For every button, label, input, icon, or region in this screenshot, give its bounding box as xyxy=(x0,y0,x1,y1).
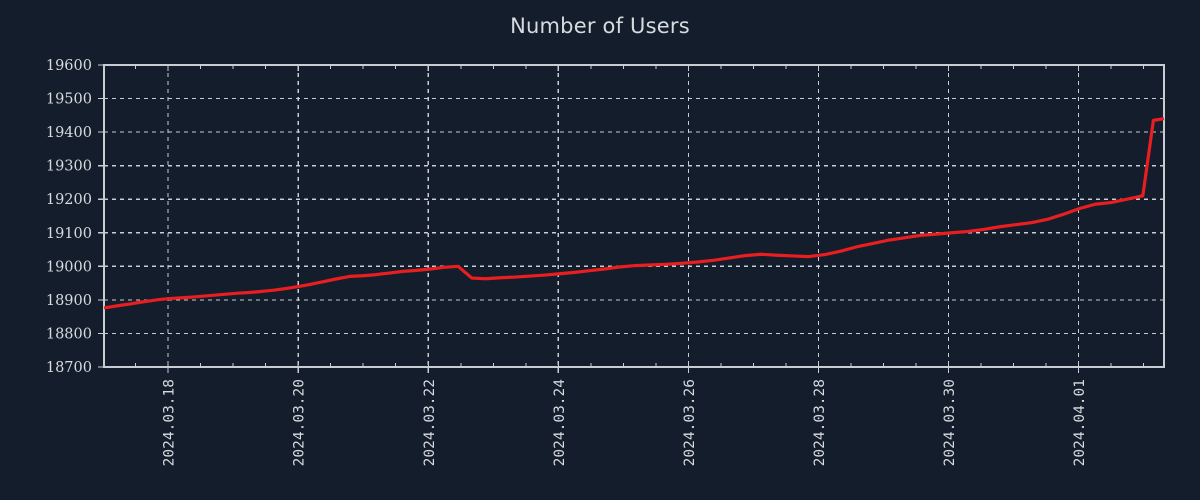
x-tick-label: 2024.03.28 xyxy=(812,379,828,466)
chart-title: Number of Users xyxy=(510,14,690,38)
x-tick-label: 2024.03.24 xyxy=(552,379,568,467)
x-tick-label: 2024.03.26 xyxy=(682,379,698,466)
y-tick-label: 19400 xyxy=(46,125,92,141)
x-tick-label: 2024.04.01 xyxy=(1072,379,1088,466)
y-axis-tick-labels: 19600 19500 19400 19300 19200 19100 19000 18900… xyxy=(46,58,92,376)
y-tick-label: 18700 xyxy=(46,360,92,376)
y-tick-label: 19600 xyxy=(46,58,92,74)
y-tick-label: 18800 xyxy=(46,326,92,342)
y-tick-label: 19100 xyxy=(46,226,92,242)
grid-layer xyxy=(98,64,1164,373)
x-tick-label: 2024.03.18 xyxy=(162,379,178,466)
data-series-layer xyxy=(103,117,1165,310)
y-tick-label: 18900 xyxy=(46,293,92,309)
x-tick-label: 2024.03.30 xyxy=(942,379,958,466)
x-axis-tick-labels: 2024.03.18 2024.03.20 2024.03.22 2024.03.24… xyxy=(162,379,1088,467)
y-tick-label: 19300 xyxy=(46,159,92,175)
y-tick-label: 19200 xyxy=(46,192,92,208)
x-tick-label: 2024.03.20 xyxy=(292,379,308,466)
y-tick-label: 19000 xyxy=(46,259,92,275)
plot-frame xyxy=(103,64,1165,368)
axis-frame xyxy=(103,64,1165,368)
y-tick-label: 19500 xyxy=(46,92,92,108)
data-line-number-of-users xyxy=(103,117,1165,310)
x-tick-label: 2024.03.22 xyxy=(422,379,438,466)
